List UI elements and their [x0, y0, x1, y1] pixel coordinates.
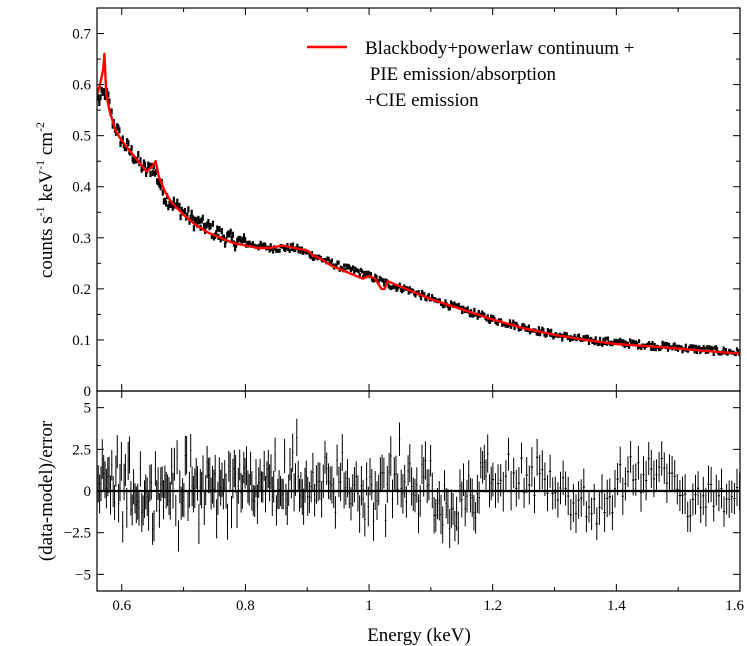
- x-tick-label: 0.8: [236, 598, 255, 614]
- y-tick-label: 0.6: [72, 78, 91, 94]
- x-tick-label: 1.6: [725, 598, 744, 614]
- residual-y-tick-label: 5: [84, 401, 92, 417]
- x-tick-label: 0.6: [112, 598, 131, 614]
- residuals-y-axis-title: (data-model)/error: [36, 420, 57, 561]
- spectrum-plot-area: [97, 52, 740, 357]
- y-tick-label: 0.1: [72, 333, 91, 349]
- model-line: [97, 52, 740, 355]
- residuals-plot-area: [97, 418, 740, 552]
- residuals-y-ticks: −5 −2.5 0 2.5 5: [64, 401, 740, 583]
- x-tick-label: 1.2: [483, 598, 502, 614]
- y-tick-label: 0: [84, 384, 92, 400]
- y-tick-label: 0.3: [72, 231, 91, 247]
- spectrum-y-axis-title: counts s-1 keV-1 cm-2: [33, 122, 57, 278]
- energy-x-ticks: 0.6 0.8 1 1.2 1.4 1.6: [112, 8, 745, 614]
- residual-y-tick-label: −5: [75, 567, 91, 583]
- legend: Blackbody+powerlaw continuum + PIE emiss…: [307, 38, 634, 111]
- spectrum-panel: 0 0.1 0.2 0.3 0.4 0.5 0.6 0.7 counts s-1 keV-1 …: [33, 7, 741, 400]
- residuals-panel: −5 −2.5 0 2.5 5 0.6 0.8 1 1.2 1.4 1.6 Energy (keV…: [36, 8, 745, 646]
- y-tick-label: 0.5: [72, 129, 91, 145]
- y-tick-label: 0.2: [72, 282, 91, 298]
- spectrum-y-ticks: 0 0.1 0.2 0.3 0.4 0.5 0.6 0.7: [72, 7, 741, 400]
- x-axis-title: Energy (keV): [367, 625, 471, 646]
- y-tick-label: 0.7: [72, 27, 91, 43]
- residual-y-tick-label: 0: [84, 484, 92, 500]
- legend-text-line-1: Blackbody+powerlaw continuum +: [365, 38, 634, 59]
- y-tick-label: 0.4: [72, 180, 91, 196]
- residual-y-tick-label: 2.5: [72, 442, 91, 458]
- x-tick-label: 1: [365, 598, 373, 614]
- residual-y-tick-label: −2.5: [64, 526, 91, 542]
- x-tick-label: 1.4: [607, 598, 626, 614]
- legend-text-line-2: PIE emission/absorption: [365, 64, 557, 85]
- legend-text-line-3: +CIE emission: [365, 90, 479, 111]
